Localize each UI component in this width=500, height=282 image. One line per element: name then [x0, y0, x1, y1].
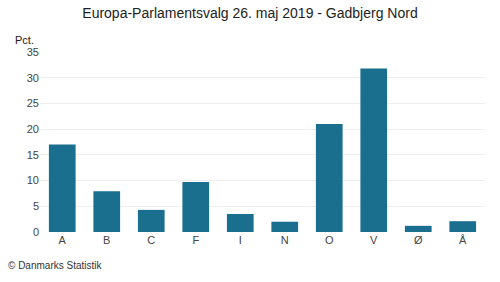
svg-text:I: I: [239, 234, 242, 246]
svg-text:35: 35: [27, 46, 39, 58]
svg-text:25: 25: [27, 97, 39, 109]
svg-text:B: B: [103, 234, 110, 246]
svg-text:Europa-Parlamentsvalg 26. maj: Europa-Parlamentsvalg 26. maj 2019 - Gad…: [82, 5, 417, 21]
svg-text:30: 30: [27, 72, 39, 84]
svg-text:10: 10: [27, 174, 39, 186]
svg-text:Ø: Ø: [414, 234, 423, 246]
svg-text:A: A: [59, 234, 67, 246]
svg-text:Å: Å: [459, 234, 467, 246]
svg-text:© Danmarks Statistik: © Danmarks Statistik: [8, 260, 103, 271]
svg-text:15: 15: [27, 149, 39, 161]
svg-text:O: O: [325, 234, 334, 246]
svg-text:5: 5: [33, 200, 39, 212]
svg-text:F: F: [192, 234, 199, 246]
svg-text:N: N: [281, 234, 289, 246]
svg-text:20: 20: [27, 123, 39, 135]
svg-text:Pct.: Pct.: [15, 34, 34, 46]
svg-text:0: 0: [33, 226, 39, 238]
svg-text:C: C: [147, 234, 155, 246]
svg-text:V: V: [370, 234, 378, 246]
